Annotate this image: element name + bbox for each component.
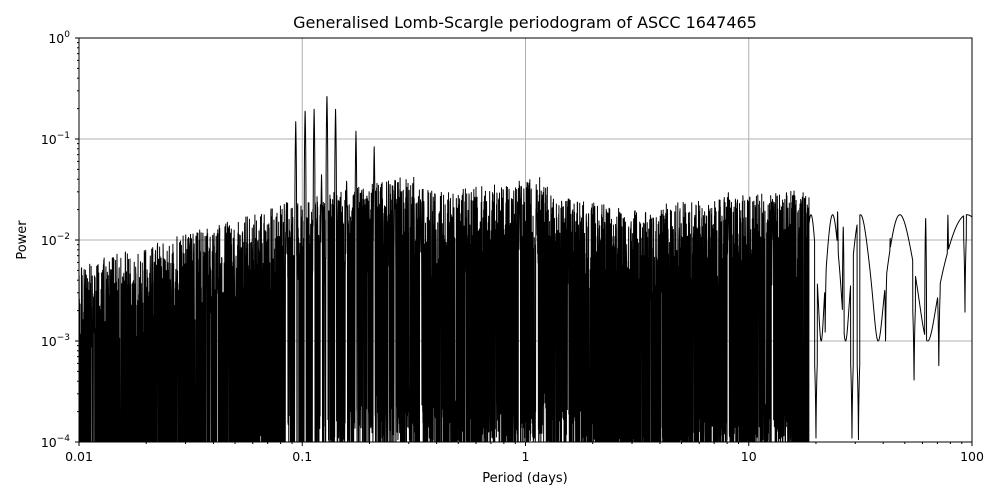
- x-tick-label: 0.01: [65, 449, 93, 464]
- x-tick-label: 100: [960, 449, 984, 464]
- x-tick-label: 0.1: [292, 449, 312, 464]
- x-axis-label: Period (days): [482, 471, 568, 486]
- chart-title: Generalised Lomb-Scargle periodogram of …: [293, 13, 757, 32]
- axis-ticks: 0.01 0.1 1 10 100 10−4 10−3 10−2 10−1 100: [41, 30, 984, 464]
- y-tick-label: 10−1: [41, 131, 70, 147]
- power-line: [79, 96, 972, 442]
- y-tick-label: 10−3: [41, 333, 70, 349]
- x-tick-label: 1: [522, 449, 530, 464]
- y-tick-label: 10−4: [41, 434, 70, 450]
- y-axis-label: Power: [15, 220, 30, 260]
- x-tick-label: 10: [741, 449, 757, 464]
- periodogram-series: [79, 96, 972, 442]
- y-tick-label: 100: [48, 30, 70, 46]
- y-tick-label: 10−2: [41, 232, 70, 248]
